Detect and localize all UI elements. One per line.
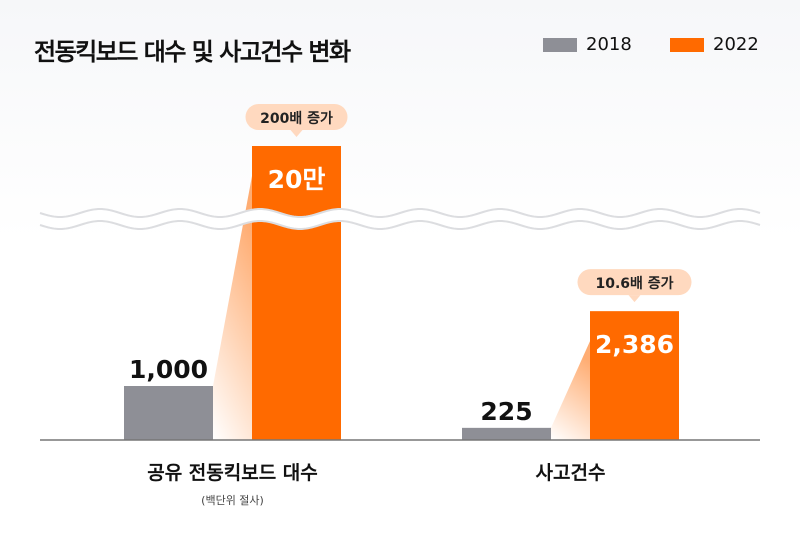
chart-title: 전동킥보드 대수 및 사고건수 변화 [34, 38, 351, 66]
bar-2022-1 [590, 311, 679, 440]
axis-break-line [39, 207, 761, 219]
legend-item-2018: 2018 [543, 34, 632, 55]
annotation-bubble [577, 269, 692, 296]
legend-label-2022: 2022 [713, 34, 759, 55]
legend-item-2022: 2022 [670, 34, 759, 55]
annotation-pointer [290, 130, 303, 137]
bar-2018-1 [462, 427, 551, 440]
category-label: 공유 전동킥보드 대수 [147, 462, 318, 484]
data-label-2022-1: 2,386 [595, 330, 674, 359]
bar-2018-0 [124, 386, 213, 440]
annotation-text: 200배 증가 [260, 111, 333, 127]
data-label-2018-1: 225 [480, 397, 532, 426]
bar-2022-0 [252, 146, 341, 440]
annotation-bubble [245, 104, 348, 130]
data-label-2022-0: 20만 [268, 165, 326, 194]
axis-break-line [39, 219, 761, 231]
growth-wedge [551, 341, 590, 440]
category-label: 사고건수 [536, 462, 606, 484]
category-note: (백단위 절사) [201, 494, 264, 507]
legend-swatch-2022 [670, 37, 704, 52]
axis-break-band [40, 209, 760, 229]
annotation-pointer [628, 295, 641, 303]
growth-wedge [213, 176, 252, 440]
annotation-text: 10.6배 증가 [595, 276, 673, 292]
legend-label-2018: 2018 [586, 34, 632, 55]
data-label-2018-0: 1,000 [129, 355, 208, 384]
legend-swatch-2018 [543, 37, 577, 52]
